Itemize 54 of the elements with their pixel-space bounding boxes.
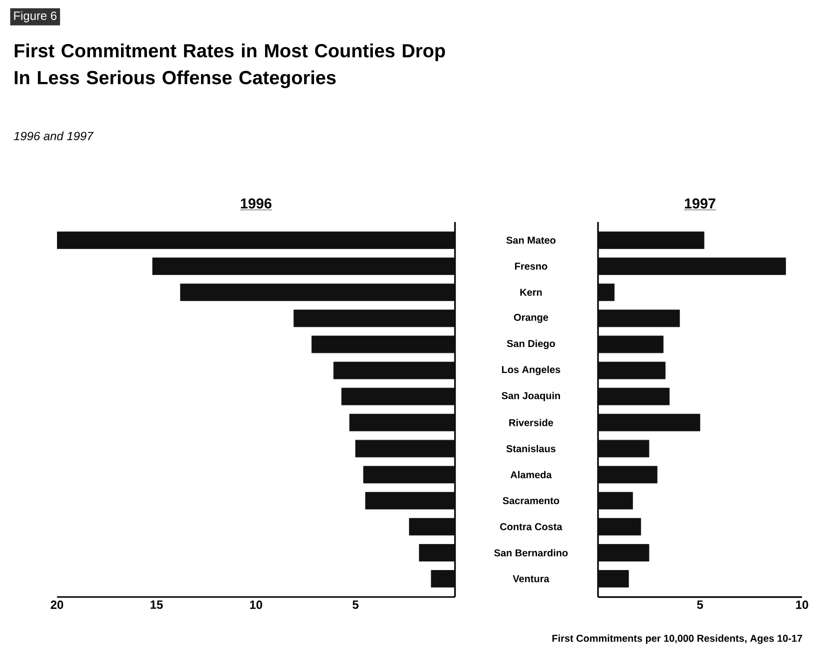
x-tick-label: 20: [50, 600, 64, 609]
y-tick-label: San Bernardino: [494, 549, 568, 556]
bar: [598, 544, 650, 562]
bar: [355, 440, 455, 458]
bar: [294, 310, 455, 328]
text: 1996 and 1997: [14, 132, 94, 140]
y-tick-label: Riverside: [509, 418, 554, 426]
chart-title: 1997: [684, 198, 716, 209]
y-tick-label: San Mateo: [506, 236, 556, 244]
bar: [598, 570, 629, 588]
bar: [598, 284, 615, 302]
bar: [363, 466, 455, 484]
bar: [598, 518, 642, 536]
bar: [598, 310, 680, 328]
x-tick-label: 10: [796, 600, 808, 609]
bar: [598, 466, 658, 484]
caption: Figure 6: [14, 11, 57, 22]
bar: [598, 258, 786, 275]
bar: [152, 258, 455, 275]
bar: [312, 336, 455, 354]
bar: [598, 232, 704, 249]
y-tick-label: Alameda: [510, 470, 552, 478]
bar: [598, 362, 666, 380]
x-tick-label: 10: [250, 600, 262, 609]
bar: [341, 388, 455, 406]
x-tick-label: 5: [697, 600, 703, 609]
bar: [598, 492, 633, 510]
chart-title: 1996: [240, 198, 272, 209]
bar: [418, 544, 455, 562]
y-tick-label: Stanislaus: [506, 444, 556, 452]
bar: [365, 492, 455, 510]
y-tick-label: Orange: [514, 314, 548, 323]
bar: [598, 414, 700, 432]
bar: [598, 388, 670, 406]
x-axis-title: First Commitments per 10,000 Residents, Ages 10-17: [552, 634, 802, 644]
bar: [598, 440, 650, 458]
y-tick-label: Kern: [520, 288, 542, 296]
bar: [409, 518, 455, 536]
x-tick-label: 15: [150, 600, 163, 609]
x-tick-label: 5: [352, 600, 358, 609]
bar: [56, 232, 455, 249]
y-tick-label: Los Angeles: [502, 366, 560, 376]
y-tick-label: Ventura: [512, 575, 550, 582]
bar: [598, 336, 664, 354]
text: First Commitment Rates in Most Counties Drop In Less Serious Offense Categories: [14, 44, 445, 88]
y-tick-label: San Diego: [506, 340, 555, 350]
y-tick-label: Contra Costa: [500, 523, 562, 530]
bar: [430, 570, 455, 588]
bar: [349, 414, 455, 432]
y-tick-label: Sacramento: [502, 497, 560, 504]
y-tick-label: San Joaquin: [502, 392, 560, 402]
bar: [333, 362, 455, 380]
bar: [180, 284, 455, 302]
y-tick-label: Fresno: [515, 262, 548, 270]
